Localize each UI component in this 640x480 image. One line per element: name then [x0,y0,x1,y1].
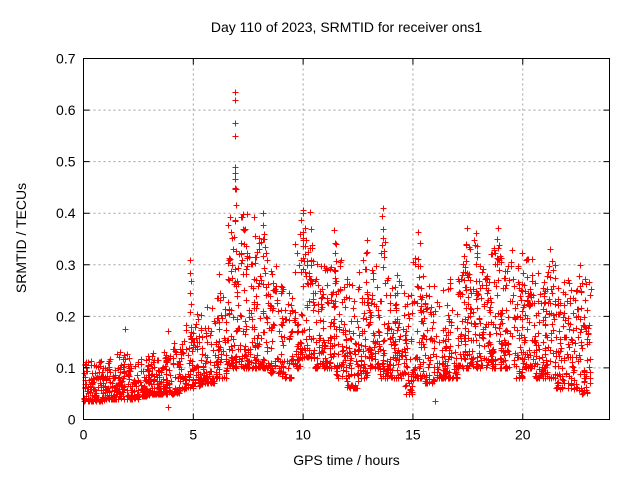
scatter-points [81,89,595,411]
x-tick-label: 20 [515,427,531,443]
y-tick-label: 0.1 [56,360,76,376]
y-tick-label: 0.3 [56,257,76,273]
x-axis-label: GPS time / hours [293,452,400,468]
chart-title: Day 110 of 2023, SRMTID for receiver ons… [210,19,483,35]
plot-border [83,58,610,420]
y-tick-label: 0.7 [56,51,76,67]
y-tick-label: 0.5 [56,154,76,170]
x-tick-label: 15 [405,427,421,443]
y-tick-label: 0.6 [56,102,76,118]
x-tick-label: 0 [80,427,88,443]
x-tick-label: 10 [295,427,311,443]
y-tick-label: 0.2 [56,308,76,324]
x-tick-label: 5 [189,427,197,443]
y-tick-label: 0.4 [56,205,76,221]
y-tick-label: 0 [68,412,76,428]
